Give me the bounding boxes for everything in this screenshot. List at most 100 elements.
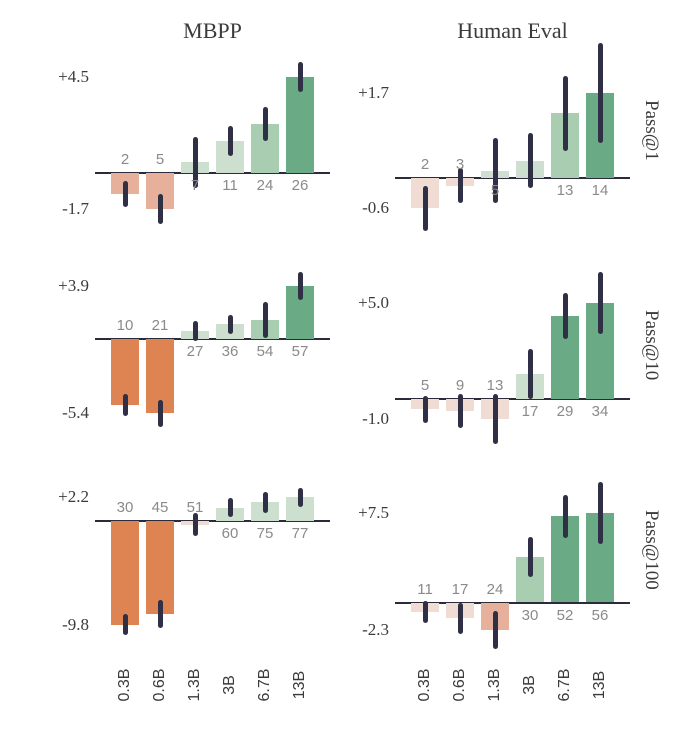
- error-bar: [563, 293, 568, 339]
- bar-value-label: 14: [592, 182, 609, 199]
- error-bar: [528, 133, 533, 188]
- error-bar: [158, 400, 163, 427]
- error-bar: [263, 302, 268, 338]
- error-bar: [528, 537, 533, 578]
- error-bar: [228, 315, 233, 334]
- y-tick-label: -1.7: [62, 199, 95, 219]
- error-bar: [158, 600, 163, 628]
- bar: [111, 521, 139, 625]
- bar-value-label: 57: [292, 343, 309, 360]
- bar-value-label: 17: [522, 403, 539, 420]
- bar-value-label: 30: [522, 607, 539, 624]
- bar-value-label: 24: [487, 581, 504, 598]
- error-bar: [193, 321, 198, 340]
- row-label: Pass@1: [640, 100, 662, 161]
- bar-value-label: 5: [421, 377, 429, 394]
- error-bar: [298, 62, 303, 92]
- x-tick-label: 0.6B: [151, 669, 169, 702]
- y-tick-label: -5.4: [62, 403, 95, 423]
- bar-value-label: 2: [421, 156, 429, 173]
- x-tick-label: 1.3B: [486, 669, 504, 702]
- row-label: Pass@10: [640, 310, 662, 380]
- error-bar: [228, 126, 233, 156]
- bar-value-label: 52: [557, 607, 574, 624]
- bar-value-label: 75: [257, 525, 274, 542]
- error-bar: [263, 107, 268, 141]
- bar-value-label: 9: [456, 377, 464, 394]
- bar-value-label: 7: [191, 177, 199, 194]
- x-tick-label: 3B: [521, 675, 539, 695]
- error-bar: [123, 394, 128, 416]
- bar-value-label: 45: [152, 499, 169, 516]
- bar-value-label: 36: [222, 343, 239, 360]
- y-tick-label: -0.6: [362, 198, 395, 218]
- bar-value-label: 2: [121, 151, 129, 168]
- bar-value-label: 54: [257, 343, 274, 360]
- error-bar: [263, 492, 268, 513]
- bar-value-label: 26: [292, 177, 309, 194]
- bar-value-label: 51: [187, 499, 204, 516]
- bar-value-label: 11: [417, 581, 433, 598]
- error-bar: [493, 394, 498, 444]
- bar-value-label: 60: [222, 525, 239, 542]
- bar-value-label: 24: [257, 177, 274, 194]
- error-bar: [458, 394, 463, 429]
- x-tick-label: 13B: [591, 671, 609, 699]
- y-tick-label: +3.9: [58, 276, 95, 296]
- bar-value-label: 3: [456, 156, 464, 173]
- bar-value-label: 34: [592, 403, 609, 420]
- y-tick-label: -2.3: [362, 620, 395, 640]
- column-title: MBPP: [133, 18, 293, 44]
- figure-root: MBPP Human Eval Pass@1 Pass@10 Pass@100 +4.5 -…: [0, 0, 673, 743]
- error-bar: [298, 272, 303, 299]
- y-tick-label: -1.0: [362, 409, 395, 429]
- bar-value-label: 5: [156, 151, 164, 168]
- bar-value-label: 21: [152, 317, 169, 334]
- y-tick-label: -9.8: [62, 615, 95, 635]
- error-bar: [528, 349, 533, 399]
- x-tick-label: 3B: [221, 675, 239, 695]
- error-bar: [598, 43, 603, 143]
- error-bar: [123, 614, 128, 635]
- bar-value-label: 27: [187, 343, 204, 360]
- column-title: Human Eval: [433, 18, 593, 44]
- error-bar: [423, 186, 428, 231]
- error-bar: [123, 181, 128, 207]
- x-tick-label: 0.3B: [416, 669, 434, 702]
- bar-value-label: 77: [292, 525, 309, 542]
- y-tick-label: +2.2: [58, 487, 95, 507]
- bar-value-label: 56: [592, 607, 609, 624]
- bar-value-label: 13: [557, 182, 574, 199]
- error-bar: [598, 272, 603, 334]
- error-bar: [228, 498, 233, 517]
- bar-value-label: 29: [557, 403, 574, 420]
- y-tick-label: +5.0: [358, 293, 395, 313]
- error-bar: [458, 603, 463, 634]
- bar-value-label: 5: [491, 182, 499, 199]
- error-bar: [598, 482, 603, 544]
- y-tick-label: +1.7: [358, 83, 395, 103]
- error-bar: [423, 601, 428, 623]
- x-tick-label: 13B: [291, 671, 309, 699]
- y-tick-label: +4.5: [58, 67, 95, 87]
- x-tick-label: 0.3B: [116, 669, 134, 702]
- y-tick-label: +7.5: [358, 503, 395, 523]
- bar-value-label: 17: [452, 581, 469, 598]
- error-bar: [193, 513, 198, 536]
- bar-value-label: 10: [117, 317, 134, 334]
- error-bar: [493, 611, 498, 649]
- row-label: Pass@100: [640, 510, 662, 590]
- x-tick-label: 6.7B: [556, 669, 574, 702]
- x-tick-label: 1.3B: [186, 669, 204, 702]
- bar-value-label: 13: [487, 377, 504, 394]
- error-bar: [158, 194, 163, 224]
- bar-value-label: 11: [222, 177, 238, 194]
- x-tick-label: 6.7B: [256, 669, 274, 702]
- error-bar: [563, 76, 568, 151]
- error-bar: [423, 396, 428, 423]
- bar-value-label: 30: [117, 499, 134, 516]
- error-bar: [298, 488, 303, 507]
- error-bar: [458, 168, 463, 203]
- error-bar: [563, 495, 568, 538]
- x-tick-label: 0.6B: [451, 669, 469, 702]
